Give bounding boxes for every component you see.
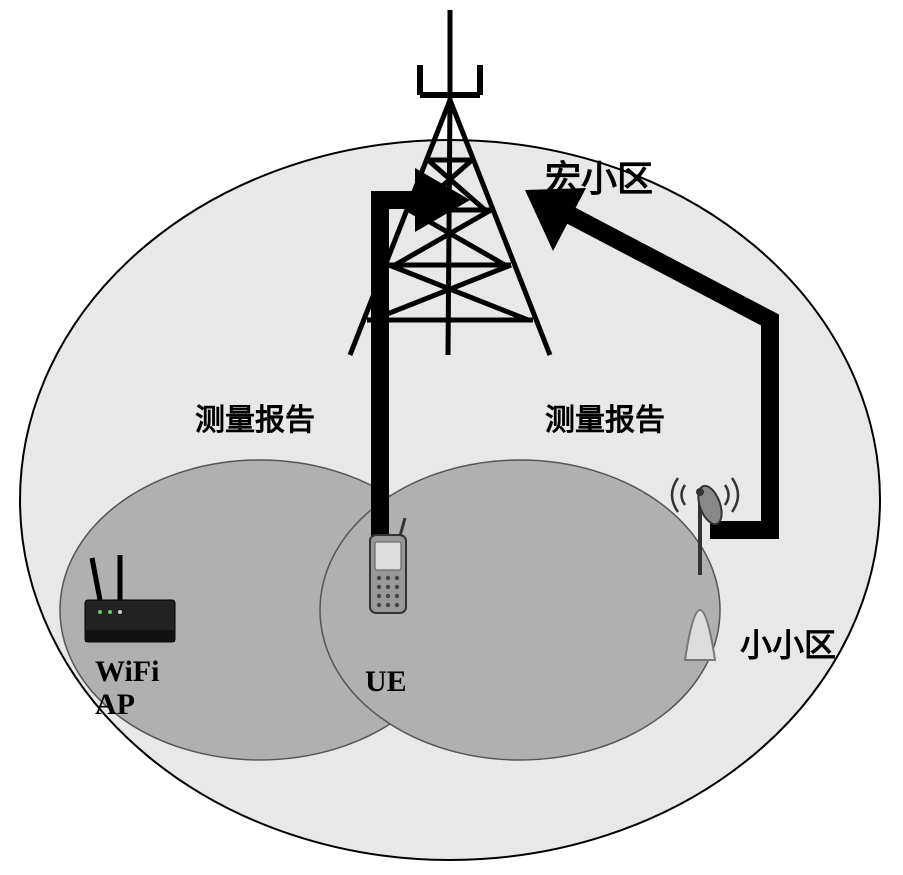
measurement-report-right-label: 测量报告 [545,395,665,439]
measurement-report-left-label: 测量报告 [195,395,315,439]
wifi-ap-label: WiFi AP [95,655,159,721]
ue-label: UE [365,665,407,699]
diagram-canvas: 宏小区 小小区 WiFi AP UE 测量报告 测量报告 [0,0,903,875]
diagram-svg [0,0,903,875]
macro-cell-label: 宏小区 [545,150,653,202]
small-cell-label: 小小区 [740,620,836,666]
